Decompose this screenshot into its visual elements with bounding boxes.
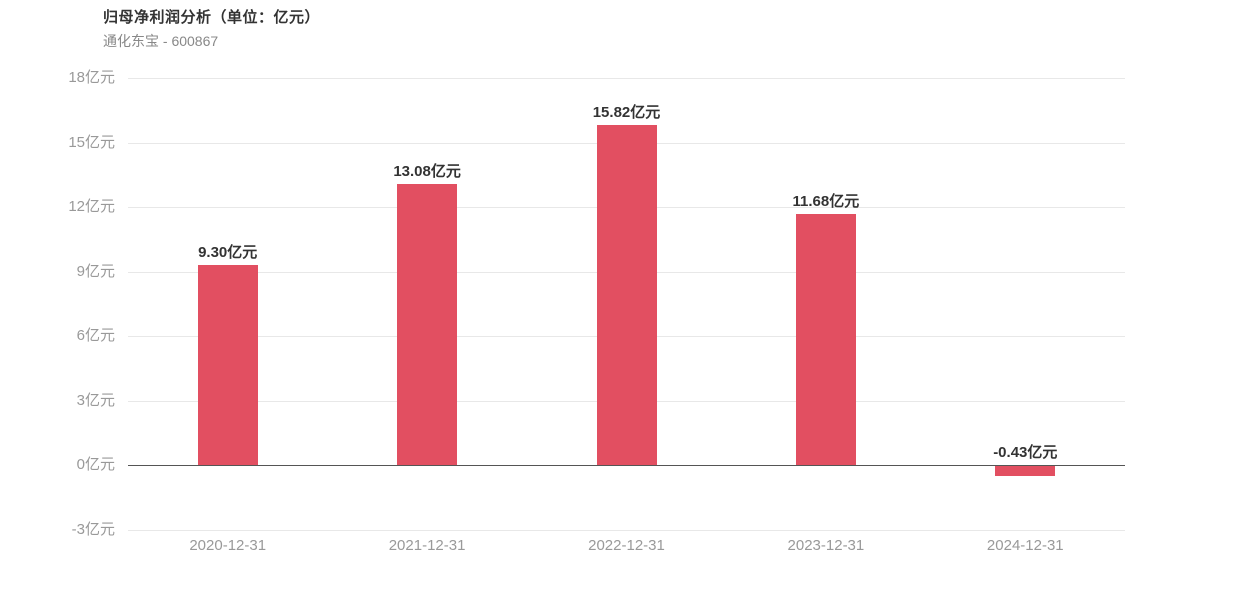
x-axis-label: 2024-12-31 xyxy=(986,537,1064,554)
x-axis-label: 2020-12-31 xyxy=(189,537,267,554)
y-tick-label: -3亿元 xyxy=(71,521,115,538)
chart-subtitle: 通化东宝 - 600867 xyxy=(103,33,219,49)
plot-area: 18亿元 15亿元 12亿元 9亿元 6亿元 3亿元 0亿元 -3亿元 9.30亿元 2020-1… xyxy=(68,70,1125,554)
y-tick-label: 9亿元 xyxy=(76,262,115,280)
y-tick-label: 12亿元 xyxy=(68,198,115,216)
y-tick-label: 6亿元 xyxy=(76,327,115,345)
bar-2024-12-31[interactable] xyxy=(995,466,1056,476)
y-tick-label: 18亿元 xyxy=(68,69,115,86)
bar-value-label: 11.68亿元 xyxy=(792,193,860,211)
zero-axis-line xyxy=(128,465,1125,467)
gridline xyxy=(128,530,1125,531)
gridline xyxy=(128,78,1125,79)
bar-value-label: 15.82亿元 xyxy=(592,103,661,121)
x-axis-label: 2022-12-31 xyxy=(588,537,665,554)
bar-value-label: -0.43亿元 xyxy=(993,444,1058,462)
y-tick-label: 3亿元 xyxy=(76,391,115,409)
bar-2021-12-31[interactable] xyxy=(397,183,458,466)
x-axis-label: 2021-12-31 xyxy=(388,537,466,554)
bar-value-label: 13.08亿元 xyxy=(393,162,461,180)
x-axis-label: 2023-12-31 xyxy=(787,537,865,554)
bar-2020-12-31[interactable] xyxy=(197,265,258,466)
bar-value-label: 9.30亿元 xyxy=(198,244,258,262)
chart-title: 归母净利润分析（单位：亿元） xyxy=(103,9,321,26)
bar-2023-12-31[interactable] xyxy=(795,214,856,466)
bar-2022-12-31[interactable] xyxy=(596,124,657,466)
y-tick-label: 15亿元 xyxy=(68,133,115,151)
y-tick-label: 0亿元 xyxy=(76,456,115,474)
